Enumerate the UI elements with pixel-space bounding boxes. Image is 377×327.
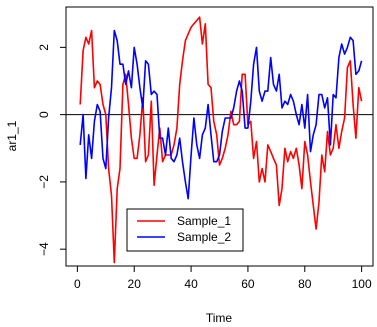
x-tick-label: 40 [184, 277, 198, 291]
legend-label: Sample_1 [177, 214, 231, 228]
x-tick-label: 0 [74, 277, 81, 291]
series-layer [79, 16, 363, 264]
legend-box [126, 208, 244, 252]
x-tick-label: 60 [241, 277, 255, 291]
x-tick-label: 80 [298, 277, 312, 291]
x-tick-label: 20 [128, 277, 142, 291]
x-axis-label: Time [206, 311, 233, 325]
y-axis: −4 −2 0 2 [37, 44, 67, 256]
y-tick-label: 2 [37, 44, 51, 51]
y-axis-label: ar1_1 [5, 120, 19, 151]
x-tick-label: 100 [352, 277, 372, 291]
x-axis: 0 20 40 60 80 100 [74, 265, 372, 291]
series-line-sample-1 [79, 16, 363, 264]
legend-label: Sample_2 [177, 230, 231, 244]
y-tick-label: −4 [37, 242, 51, 256]
series-line-sample-2 [79, 29, 363, 200]
y-tick-label: −2 [37, 175, 51, 189]
legend: Sample_1 Sample_2 [126, 208, 244, 252]
y-tick-label: 0 [37, 111, 51, 118]
